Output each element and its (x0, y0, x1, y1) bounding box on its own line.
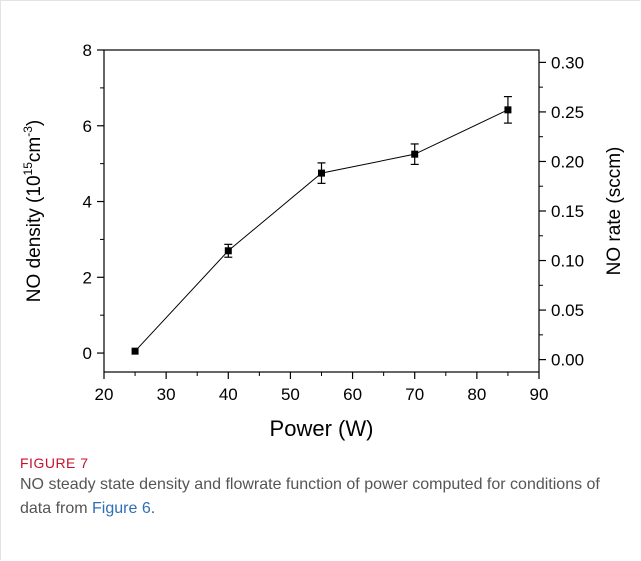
y-left-label-sup1: 15 (21, 162, 35, 176)
y-right-tick-label: 0.00 (551, 351, 584, 370)
y-left-tick-label: 4 (83, 193, 92, 212)
figure-6-link[interactable]: Figure 6 (92, 500, 151, 517)
y-right-tick-label: 0.05 (551, 301, 584, 320)
x-tick-label: 60 (343, 385, 362, 404)
figure-label: FIGURE 7 (20, 455, 89, 471)
x-tick-label: 80 (467, 385, 486, 404)
x-tick-label: 90 (530, 385, 549, 404)
plot-frame (103, 49, 540, 373)
x-axis-label: Power (W) (270, 416, 374, 441)
data-point (131, 347, 139, 355)
y-left-tick-label: 8 (83, 41, 92, 60)
y-left-label-end: ) (24, 120, 45, 126)
y-left-tick-label: 0 (83, 344, 92, 363)
y-axis-right-label: NO rate (sccm) (604, 147, 625, 276)
x-tick-label: 70 (405, 385, 424, 404)
y-right-tick-label: 0.30 (551, 53, 584, 72)
figure-caption-text: NO steady state density and flowrate fun… (20, 473, 620, 521)
data-point (504, 106, 512, 114)
major-ticks (97, 49, 546, 379)
series-line (134, 109, 509, 352)
x-tick-label: 50 (281, 385, 300, 404)
y-right-tick-label: 0.15 (551, 202, 584, 221)
x-tick-label: 30 (157, 385, 176, 404)
y-left-label-sup2: -3 (21, 126, 35, 137)
x-tick-label: 20 (95, 385, 114, 404)
tick-labels: 20 30 40 50 60 70 80 90 0 2 4 6 8 0.00 0.05 0.10 0.15 0.2… (83, 41, 585, 404)
line-chart: 20 30 40 50 60 70 80 90 0 2 4 6 8 0.00 0.05 0.10 0.15 0.2… (21, 41, 625, 441)
y-left-label-mid: cm (24, 137, 45, 162)
y-right-tick-label: 0.10 (551, 252, 584, 271)
figure-caption: FIGURE 7 NO steady state density and flo… (20, 455, 620, 521)
data-point (318, 169, 325, 177)
y-right-tick-label: 0.25 (551, 103, 584, 122)
caption-text-after: . (150, 500, 156, 517)
x-tick-label: 40 (219, 385, 238, 404)
y-left-tick-label: 2 (83, 268, 92, 287)
data-point (411, 150, 419, 158)
minor-ticks (100, 86, 543, 376)
y-left-label-base: NO density (10 (24, 175, 45, 302)
data-point (224, 247, 232, 255)
series-layer (131, 95, 512, 355)
y-left-tick-label: 6 (83, 117, 92, 136)
caption-text-before: NO steady state density and flowrate fun… (20, 476, 600, 517)
y-right-tick-label: 0.20 (551, 152, 584, 171)
y-axis-left-label: NO density (1015cm-3) (21, 120, 45, 302)
